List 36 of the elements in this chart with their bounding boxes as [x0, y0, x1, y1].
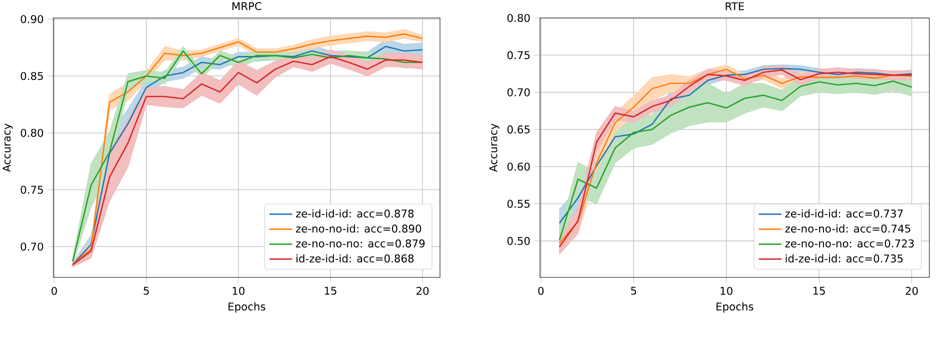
y-tick-label: 0.70	[20, 242, 44, 251]
y-tick-label: 0.75	[20, 186, 43, 194]
y-tick-label: 0.80	[20, 128, 44, 137]
x-tick-label: 20	[416, 286, 429, 295]
y-tick-label: 0.80	[507, 14, 530, 22]
y-tick-label: 0.55	[507, 200, 530, 208]
legend-label: ze-id-id-id: acc=0.737	[785, 209, 903, 218]
y-tick-label: 0.85	[20, 72, 43, 80]
legend-label: ze-no-no-no: acc=0.723	[785, 239, 914, 248]
y-axis-title: Accuracy	[2, 124, 13, 172]
y-tick-label: 0.70	[507, 88, 530, 96]
x-tick-label: 5	[631, 286, 636, 295]
legend-label: ze-no-no-no: acc=0.879	[296, 239, 425, 248]
x-tick-label: 15	[324, 286, 336, 295]
x-tick-label: 5	[144, 286, 149, 295]
x-axis-title: Epochs	[716, 302, 754, 313]
legend-label: ze-id-id-id: acc=0.878	[296, 209, 414, 218]
x-tick-label: 0	[538, 286, 544, 295]
x-tick-label: 15	[813, 286, 825, 295]
legend-label: id-ze-id-id: acc=0.735	[786, 254, 903, 262]
x-tick-label: 20	[906, 286, 918, 295]
x-tick-label: 10	[232, 286, 244, 295]
legend-label: ze-no-no-id: acc=0.745	[785, 224, 910, 233]
y-tick-label: 0.60	[507, 162, 530, 171]
y-tick-label: 0.65	[507, 125, 530, 134]
x-tick-label: 0	[52, 286, 57, 295]
chart-title: RTE	[726, 2, 744, 10]
legend-label: id-ze-id-id: acc=0.868	[296, 254, 414, 262]
y-tick-label: 0.50	[507, 236, 530, 245]
y-tick-label: 0.90	[20, 15, 44, 24]
chart-title: MRPC	[232, 2, 262, 10]
legend-label: ze-no-no-id: acc=0.890	[296, 224, 422, 233]
y-axis-title: Accuracy	[489, 124, 500, 172]
y-tick-label: 0.75	[507, 51, 530, 60]
x-tick-label: 10	[720, 286, 732, 295]
x-axis-title: Epochs	[228, 302, 266, 313]
